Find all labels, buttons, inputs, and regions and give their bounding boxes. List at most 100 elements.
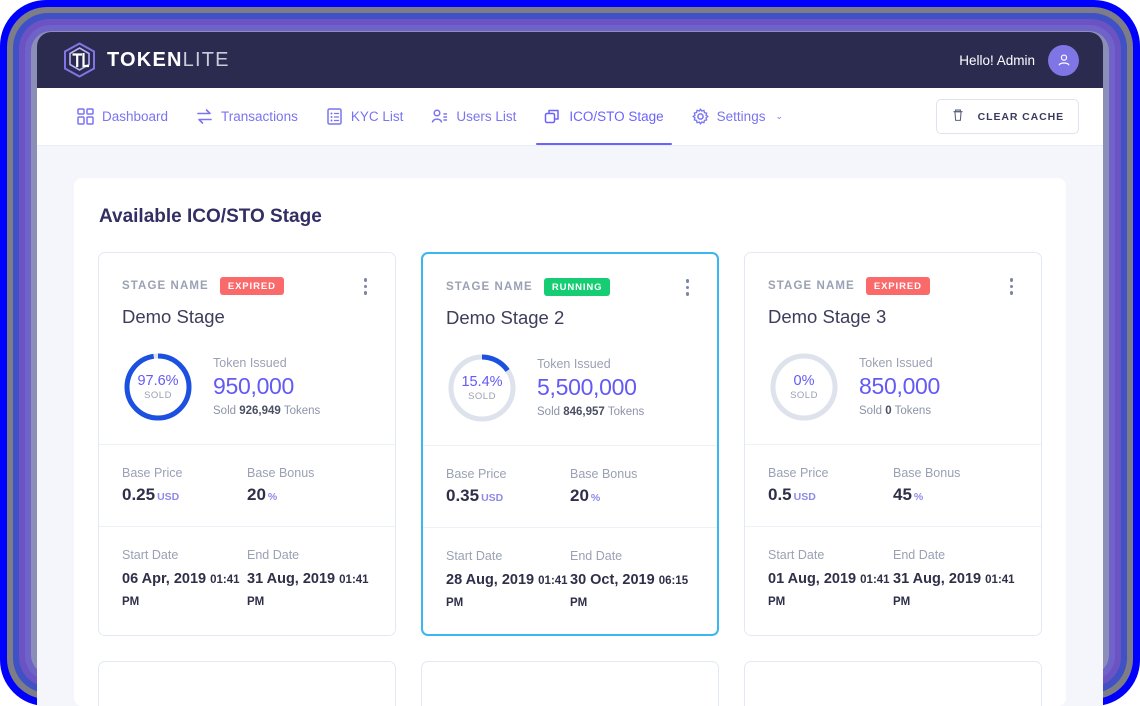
end-date-col: End Date 31 Aug, 2019 01:41 PM [893, 548, 1018, 613]
status-badge: EXPIRED [865, 277, 930, 296]
start-date-label: Start Date [446, 548, 503, 563]
user-area[interactable]: Hello! Admin [959, 44, 1079, 76]
base-price-value: 0.35 USD [446, 485, 504, 505]
end-time-value: 06:15 PM [570, 574, 689, 609]
user-list-icon [431, 108, 448, 125]
base-bonus-label: Base Bonus [247, 465, 315, 480]
stage-card[interactable]: STAGE NAME EXPIRED Demo Stage 3 [744, 252, 1042, 637]
base-price-col: Base Price 0.5 USD [768, 466, 893, 505]
top-bar: TOKENLITE Hello! Admin [37, 32, 1103, 88]
clear-cache-label: CLEAR CACHE [977, 110, 1064, 123]
stage-pricing-section: Base Price 0.5 USD Base Bonus 45% [745, 443, 1041, 526]
start-date-col: Start Date 28 Aug, 2019 01:41 PM [446, 549, 570, 614]
nav-item-label: Settings [716, 109, 766, 124]
start-time-value: 01:41 PM [446, 574, 568, 609]
nav-items: Dashboard Transactions [63, 88, 797, 145]
sold-percent: 0% [793, 372, 815, 389]
base-bonus-label: Base Bonus [570, 466, 638, 481]
start-date-label: Start Date [122, 547, 179, 562]
token-issued-value: 850,000 [859, 373, 941, 399]
clear-cache-button[interactable]: CLEAR CACHE [935, 99, 1079, 134]
end-date-label: End Date [247, 547, 300, 562]
pricing-row: Base Price 0.5 USD Base Bonus 45% [768, 466, 1018, 505]
stage-card-partial[interactable] [744, 661, 1042, 706]
sold-ring-label: SOLD [468, 390, 496, 402]
stage-pricing-section: Base Price 0.25 USD Base Bonus 20% [99, 443, 395, 526]
app-window: TOKENLITE Hello! Admin [37, 32, 1103, 706]
stage-card-partial[interactable] [98, 661, 396, 706]
nav-item-settings[interactable]: Settings ⌄ [678, 88, 797, 145]
greeting-text: Hello! Admin [959, 52, 1035, 68]
pricing-row: Base Price 0.25 USD Base Bonus 20% [122, 466, 372, 505]
stage-card-header: STAGE NAME EXPIRED Demo Stage 3 [745, 253, 1041, 443]
token-issued-value: 5,500,000 [537, 374, 637, 400]
base-price-unit: USD [157, 490, 180, 503]
ring-text: 97.6% SOLD [122, 351, 194, 423]
base-bonus-value: 20% [570, 485, 601, 505]
stage-name-label: STAGE NAME [768, 280, 855, 293]
stage-header-row: STAGE NAME RUNNING [446, 275, 694, 300]
cube-logo-icon [63, 42, 96, 78]
nav-item-label: KYC List [350, 109, 404, 124]
stage-stats-row: 15.4% SOLD Token Issued 5,500,000 Sold 8… [446, 352, 694, 424]
kebab-menu-icon[interactable] [359, 274, 373, 299]
stage-card-grid: STAGE NAME EXPIRED Demo Stage [98, 252, 1042, 637]
base-price-unit: USD [481, 491, 504, 504]
stage-pricing-section: Base Price 0.35 USD Base Bonus 20% [423, 444, 717, 527]
stage-name-label: STAGE NAME [122, 280, 209, 293]
base-price-unit: USD [793, 490, 816, 503]
grid-dashboard-icon [77, 108, 94, 125]
gear-icon [692, 108, 709, 125]
base-price-label: Base Price [768, 465, 829, 480]
sold-progress-ring: 0% SOLD [768, 351, 840, 423]
nav-item-ico-sto-stage[interactable]: ICO/STO Stage [530, 88, 677, 145]
nav-item-users-list[interactable]: Users List [417, 88, 530, 145]
base-bonus-unit: % [267, 490, 278, 503]
chevron-down-icon: ⌄ [775, 111, 783, 121]
stage-card-partial[interactable] [421, 661, 719, 706]
sold-progress-ring: 15.4% SOLD [446, 352, 518, 424]
stage-card-grid-next-row [98, 661, 1042, 706]
dates-row: Start Date 01 Aug, 2019 01:41 PM End Dat… [768, 548, 1018, 613]
ring-text: 15.4% SOLD [446, 352, 518, 424]
nav-item-kyc-list[interactable]: KYC List [312, 88, 418, 145]
stage-dates-section: Start Date 06 Apr, 2019 01:41 PM End Dat… [99, 525, 395, 634]
stage-card[interactable]: STAGE NAME RUNNING Demo Stage 2 [421, 252, 719, 637]
stage-name-label: STAGE NAME [446, 281, 533, 294]
base-bonus-value: 20% [247, 484, 278, 504]
stage-label-wrap: STAGE NAME EXPIRED [768, 277, 930, 296]
stacked-coins-icon [544, 108, 561, 125]
brand-name-light: LITE [182, 48, 230, 71]
stage-header-row: STAGE NAME EXPIRED [122, 274, 372, 299]
page-title: Available ICO/STO Stage [99, 206, 322, 227]
document-list-icon [326, 108, 343, 125]
sold-progress-ring: 97.6% SOLD [122, 351, 194, 423]
nav-item-label: Transactions [221, 109, 298, 124]
ring-text: 0% SOLD [768, 351, 840, 423]
token-column: Token Issued 5,500,000 Sold 846,957 Toke… [537, 357, 644, 418]
end-date-label: End Date [893, 547, 946, 562]
tokens-sold-count: 926,949 [239, 405, 281, 417]
user-avatar-icon[interactable] [1048, 44, 1079, 76]
stage-header-row: STAGE NAME EXPIRED [768, 274, 1018, 299]
nav-item-dashboard[interactable]: Dashboard [63, 88, 182, 145]
token-column: Token Issued 850,000 Sold 0 Tokens [859, 356, 940, 417]
start-date-col: Start Date 06 Apr, 2019 01:41 PM [122, 548, 247, 613]
stage-card[interactable]: STAGE NAME EXPIRED Demo Stage [98, 252, 396, 637]
page-content: Available ICO/STO Stage STAGE NAME EXPIR… [37, 146, 1103, 706]
base-price-col: Base Price 0.25 USD [122, 466, 247, 505]
kebab-menu-icon[interactable] [681, 275, 695, 300]
start-date-value: 28 Aug, 2019 01:41 PM [446, 571, 568, 609]
end-date-col: End Date 31 Aug, 2019 01:41 PM [247, 548, 372, 613]
stage-card-header: STAGE NAME RUNNING Demo Stage 2 [423, 254, 717, 444]
kebab-menu-icon[interactable] [1005, 274, 1019, 299]
stage-stats-row: 97.6% SOLD Token Issued 950,000 Sold 926… [122, 351, 372, 423]
token-issued-label: Token Issued [213, 356, 287, 370]
status-badge: EXPIRED [219, 277, 284, 296]
base-bonus-label: Base Bonus [893, 465, 961, 480]
brand-logo[interactable]: TOKENLITE [63, 42, 230, 78]
token-issued-label: Token Issued [859, 356, 933, 370]
nav-item-label: Dashboard [102, 109, 169, 124]
token-issued-value: 950,000 [213, 373, 295, 399]
nav-item-transactions[interactable]: Transactions [182, 88, 312, 145]
